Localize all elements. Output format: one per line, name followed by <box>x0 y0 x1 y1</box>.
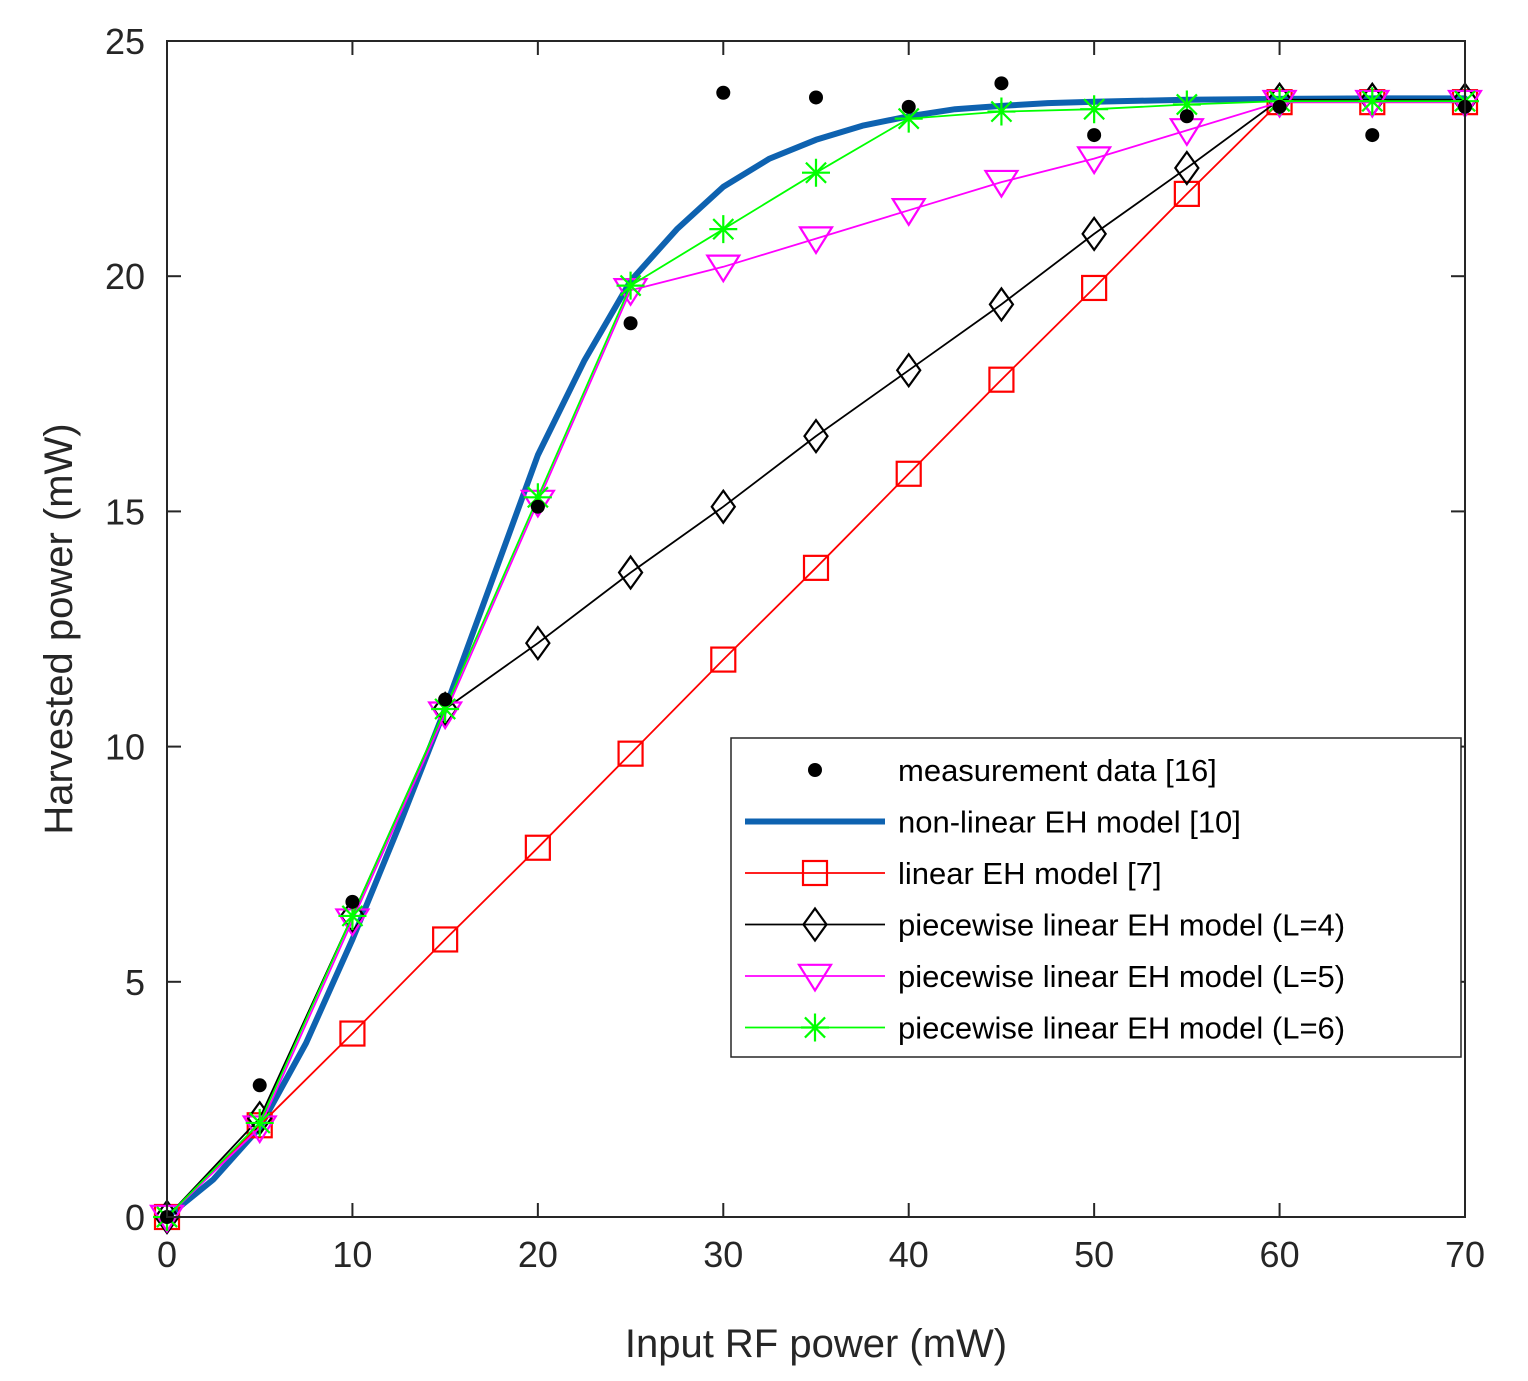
data-point-2-5 <box>617 740 644 767</box>
x-tick-label-4: 40 <box>889 1234 929 1275</box>
legend-marker-2 <box>801 859 829 887</box>
data-point-3-3 <box>432 691 459 727</box>
series-0 <box>160 76 1472 1224</box>
data-point-5-10 <box>1080 95 1109 124</box>
x-tick-label-6: 60 <box>1260 1234 1300 1275</box>
data-point-3-8 <box>895 352 922 389</box>
data-point-0-13 <box>1365 128 1380 143</box>
data-point-4-8 <box>890 198 927 227</box>
data-point-3-10 <box>1081 215 1108 252</box>
data-point-5-1 <box>245 1108 274 1137</box>
data-point-4-10 <box>1076 146 1113 176</box>
data-point-3-2 <box>339 898 366 934</box>
data-point-5-4 <box>523 483 552 512</box>
x-axis-label: Input RF power (mW) <box>625 1322 1007 1366</box>
legend-label-4: piecewise linear EH model (L=5) <box>898 959 1345 994</box>
data-point-2-7 <box>802 554 830 581</box>
data-point-2-2 <box>339 1020 366 1047</box>
series-layer <box>149 76 1483 1235</box>
legend-marker-5 <box>801 1013 829 1042</box>
legend: measurement data [16] non-linear EH model… <box>730 737 1462 1058</box>
x-tick-label-3: 30 <box>703 1234 743 1275</box>
data-point-0-11 <box>1179 109 1194 124</box>
data-point-5-11 <box>1172 90 1201 119</box>
legend-entry-3: piecewise linear EH model (L=4) <box>745 906 1345 943</box>
data-point-2-8 <box>895 460 922 487</box>
x-tick-label-5: 50 <box>1074 1234 1114 1275</box>
legend-marker-0 <box>808 763 822 777</box>
data-point-2-3 <box>432 926 459 953</box>
y-axis-label: Harvested power (mW) <box>37 423 81 834</box>
data-point-5-5 <box>616 271 645 300</box>
data-point-4-6 <box>705 254 742 284</box>
x-tick-label-1: 10 <box>332 1234 372 1275</box>
data-point-3-7 <box>803 418 829 455</box>
data-point-4-9 <box>983 169 1020 199</box>
legend-box <box>730 737 1462 1058</box>
data-point-2-10 <box>1081 274 1108 302</box>
y-tick-label-5: 25 <box>105 21 145 62</box>
data-point-0-1 <box>252 1078 267 1093</box>
data-point-3-11 <box>1173 150 1200 186</box>
data-point-5-13 <box>1358 87 1387 116</box>
data-point-5-8 <box>894 104 923 133</box>
legend-marker-3 <box>802 906 828 943</box>
data-point-2-6 <box>710 646 737 673</box>
x-tick-label-2: 20 <box>518 1234 558 1275</box>
legend-label-0: measurement data [16] <box>898 753 1217 788</box>
data-point-0-10 <box>1087 128 1102 143</box>
y-tick-label-0: 0 <box>125 1197 145 1238</box>
legend-label-5: piecewise linear EH model (L=6) <box>898 1011 1345 1046</box>
data-point-5-6 <box>709 215 738 244</box>
data-point-0-2 <box>345 894 360 909</box>
series-line-2 <box>166 101 1466 1218</box>
data-point-5-7 <box>802 158 830 187</box>
legend-entry-2: linear EH model [7] <box>745 856 1162 891</box>
legend-entry-1: non-linear EH model [10] <box>745 805 1241 840</box>
data-point-2-9 <box>988 366 1015 393</box>
data-point-3-4 <box>524 625 551 661</box>
data-point-5-3 <box>431 694 460 723</box>
y-tick-label-3: 15 <box>105 491 145 532</box>
data-point-0-12 <box>1272 99 1287 114</box>
y-tick-label-1: 5 <box>125 962 145 1003</box>
x-tick-label-7: 70 <box>1445 1234 1485 1275</box>
data-point-0-6 <box>716 85 731 100</box>
data-point-0-3 <box>438 692 453 707</box>
data-point-3-9 <box>988 286 1015 323</box>
data-point-5-9 <box>987 97 1016 126</box>
data-point-0-7 <box>809 90 823 105</box>
legend-entry-0: measurement data [16] <box>808 753 1217 788</box>
legend-label-1: non-linear EH model [10] <box>898 805 1241 840</box>
axes-box <box>166 40 1466 1218</box>
data-point-0-5 <box>623 316 638 331</box>
data-point-5-2 <box>338 901 367 930</box>
data-point-3-5 <box>617 554 644 591</box>
data-point-2-11 <box>1173 180 1200 207</box>
data-point-0-8 <box>901 99 916 114</box>
data-point-0-9 <box>994 76 1009 91</box>
x-tick-label-0: 0 <box>157 1234 177 1275</box>
y-tick-label-4: 20 <box>105 256 145 297</box>
data-point-0-4 <box>530 499 545 514</box>
series-line-4 <box>166 101 1466 1218</box>
legend-entry-4: piecewise linear EH model (L=5) <box>745 959 1345 994</box>
legend-marker-4 <box>797 963 833 993</box>
axes: 0 10 20 30 40 50 60 70 0 5 10 15 20 25 Input RF power … <box>37 21 1485 1366</box>
legend-entry-5: piecewise linear EH model (L=6) <box>745 1011 1345 1046</box>
data-point-2-4 <box>524 834 551 861</box>
legend-label-3: piecewise linear EH model (L=4) <box>898 908 1345 943</box>
y-tick-label-2: 10 <box>105 727 145 768</box>
legend-label-2: linear EH model [7] <box>898 856 1162 891</box>
data-point-3-6 <box>710 488 737 525</box>
data-point-4-7 <box>798 226 834 256</box>
